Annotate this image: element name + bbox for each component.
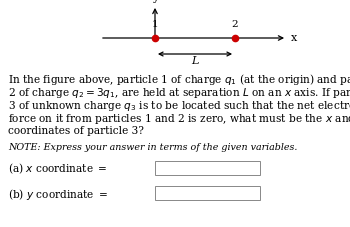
FancyBboxPatch shape [155,185,260,200]
Text: NOTE: Express your answer in terms of the given variables.: NOTE: Express your answer in terms of th… [8,143,298,153]
Text: (b) $y$ coordinate $=$: (b) $y$ coordinate $=$ [8,187,108,202]
Text: 3 of unknown charge $q_3$ is to be located such that the net electrostatic: 3 of unknown charge $q_3$ is to be locat… [8,99,350,113]
Text: 2 of charge $q_2 = 3q_1$, are held at separation $L$ on an $x$ axis. If particle: 2 of charge $q_2 = 3q_1$, are held at se… [8,86,350,99]
Text: In the figure above, particle 1 of charge $q_1$ (at the origin) and particle: In the figure above, particle 1 of charg… [8,72,350,87]
Text: y: y [152,0,158,3]
Text: force on it from particles 1 and 2 is zero, what must be the $x$ and $y$: force on it from particles 1 and 2 is ze… [8,113,350,126]
Text: 2: 2 [232,20,238,29]
Text: 1: 1 [152,20,158,29]
Text: coordinates of particle 3?: coordinates of particle 3? [8,126,144,136]
Text: L: L [191,56,199,66]
FancyBboxPatch shape [155,160,260,175]
Text: x: x [291,33,297,43]
Text: (a) $x$ coordinate $=$: (a) $x$ coordinate $=$ [8,161,107,176]
